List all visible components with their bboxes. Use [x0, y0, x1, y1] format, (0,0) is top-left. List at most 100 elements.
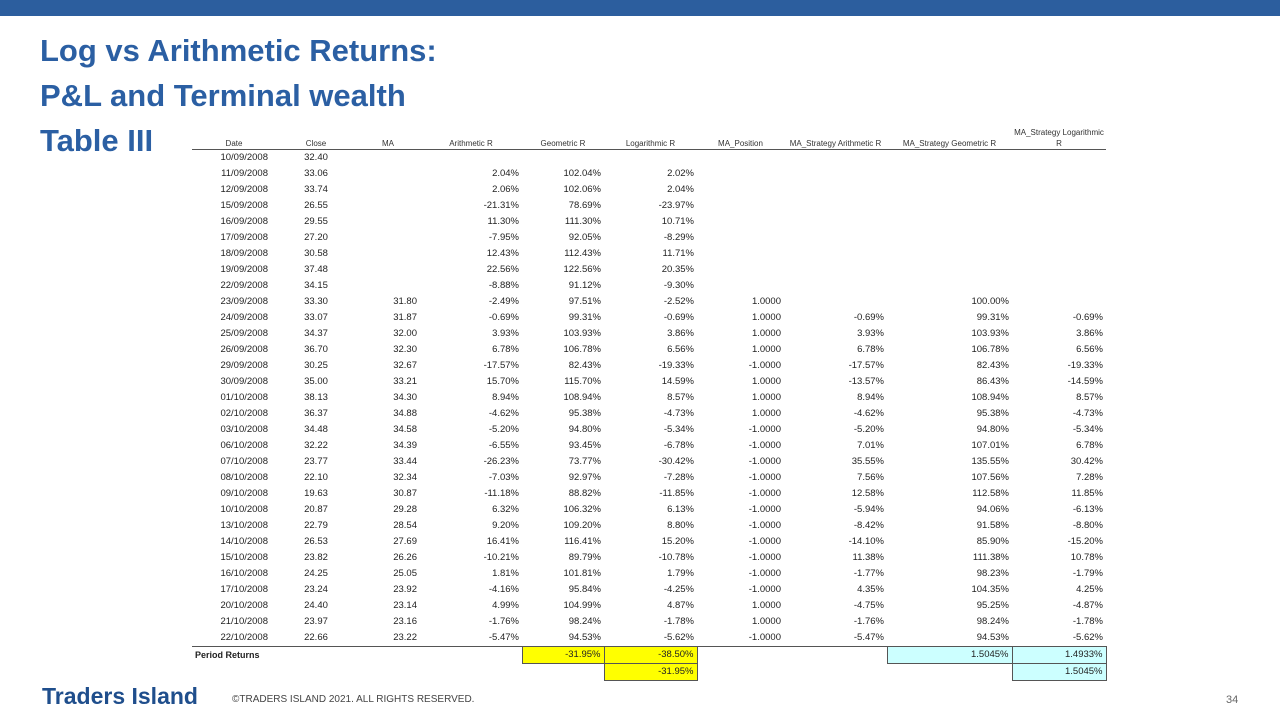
cell-close: 34.37 — [304, 328, 328, 339]
cell-close: 26.53 — [304, 536, 328, 547]
cell-close: 34.15 — [304, 280, 328, 291]
cell-close: 35.00 — [304, 376, 328, 387]
cell-arithmetic-r — [420, 150, 522, 167]
cell-arithmetic-r: -4.62% — [488, 408, 519, 419]
cell-geometric-r: 94.80% — [568, 424, 601, 435]
cell-date: 01/10/2008 — [220, 392, 268, 403]
cell-ma-position: 1.0000 — [751, 408, 781, 419]
cell-ma: 23.14 — [393, 600, 417, 611]
table-row: 17/09/2008 27.20 -7.95% 92.05% -8.29% — [192, 230, 1106, 246]
cell-close: 19.63 — [304, 488, 328, 499]
cell-ma-position — [697, 262, 784, 278]
cell-close: 26.55 — [304, 200, 328, 211]
table-row: 07/10/2008 23.77 33.44 -26.23% 73.77% -30.42%… — [192, 454, 1106, 470]
slide-title: Log vs Arithmetic Returns: P&L and Termi… — [40, 28, 560, 163]
cell-date: 09/10/2008 — [220, 488, 268, 499]
cell-strategy-geometric-r: 94.80% — [976, 424, 1009, 435]
cell-ma-position: -1.0000 — [748, 456, 781, 467]
cell-logarithmic-r: -23.97% — [658, 200, 694, 211]
table-row: 08/10/2008 22.10 32.34 -7.03% 92.97% -7.28% -1… — [192, 470, 1106, 486]
cell-strategy-logarithmic-r: -15.20% — [1067, 536, 1103, 547]
cell-strategy-arithmetic-r: -5.94% — [853, 504, 884, 515]
header-geometric-r: Geometric R — [522, 125, 604, 150]
cell-logarithmic-r: 15.20% — [661, 536, 694, 547]
cell-ma-position: 1.0000 — [751, 344, 781, 355]
cell-geometric-r: 106.78% — [563, 344, 601, 355]
header-arithmetic-r: Arithmetic R — [420, 125, 522, 150]
header-ma-strategy-geometric-r: MA_Strategy Geometric R — [887, 125, 1012, 150]
cell-strategy-geometric-r: 85.90% — [976, 536, 1009, 547]
cell-strategy-geometric-r — [887, 198, 1012, 214]
cell-strategy-arithmetic-r: -14.10% — [848, 536, 884, 547]
cell-strategy-geometric-r: 106.78% — [971, 344, 1009, 355]
cell-logarithmic-r: -5.62% — [663, 632, 694, 643]
cell-arithmetic-r: -26.23% — [483, 456, 519, 467]
cell-strategy-logarithmic-r — [1012, 150, 1106, 167]
cell-strategy-arithmetic-r: -5.47% — [853, 632, 884, 643]
cell-ma: 23.22 — [393, 632, 417, 643]
cell-strategy-logarithmic-r: -4.73% — [1072, 408, 1103, 419]
cell-ma: 31.87 — [393, 312, 417, 323]
cell-strategy-logarithmic-r — [1012, 166, 1106, 182]
cell-strategy-arithmetic-r: 12.58% — [851, 488, 884, 499]
cell-ma-position — [697, 230, 784, 246]
cell-close: 20.87 — [304, 504, 328, 515]
cell-strategy-arithmetic-r — [784, 246, 887, 262]
cell-strategy-logarithmic-r — [1012, 230, 1106, 246]
table-row: 21/10/2008 23.97 23.16 -1.76% 98.24% -1.78% 1.… — [192, 614, 1106, 630]
cell-geometric-r: 92.05% — [568, 232, 601, 243]
cell-ma-position: -1.0000 — [748, 552, 781, 563]
cell-arithmetic-r: -21.31% — [483, 200, 519, 211]
cell-strategy-arithmetic-r — [784, 182, 887, 198]
cell-ma-position: -1.0000 — [748, 488, 781, 499]
cell-arithmetic-r: -11.18% — [484, 488, 519, 499]
cell-strategy-arithmetic-r: 7.01% — [857, 440, 884, 451]
cell-ma-position — [697, 278, 784, 294]
cell-logarithmic-r: 3.86% — [667, 328, 694, 339]
cell-arithmetic-r: -6.55% — [488, 440, 519, 451]
cell-strategy-geometric-r: 94.06% — [976, 504, 1009, 515]
cell-arithmetic-r: 2.04% — [492, 168, 519, 179]
cell-geometric-r: 102.06% — [563, 184, 601, 195]
cell-strategy-logarithmic-r — [1012, 198, 1106, 214]
cell-geometric-r: 122.56% — [563, 264, 601, 275]
cell-strategy-arithmetic-r: -1.76% — [853, 616, 884, 627]
table-row: 19/09/2008 37.48 22.56% 122.56% 20.35% — [192, 262, 1106, 278]
cell-logarithmic-r: -2.52% — [663, 296, 694, 307]
cell-arithmetic-r: -1.76% — [488, 616, 519, 627]
cell-arithmetic-r: -4.16% — [488, 584, 519, 595]
cell-ma-position: -1.0000 — [748, 472, 781, 483]
cell-date: 22/10/2008 — [220, 632, 268, 643]
header-ma-strategy-logarithmic-r: MA_Strategy Logarithmic R — [1012, 125, 1106, 150]
cell-strategy-arithmetic-r: -8.42% — [853, 520, 884, 531]
cell-ma: 31.80 — [393, 296, 417, 307]
title-line-3: Table III — [40, 123, 154, 158]
cell-strategy-logarithmic-r: 8.57% — [1076, 392, 1103, 403]
cell-date: 26/09/2008 — [220, 344, 268, 355]
cell-close: 23.97 — [304, 616, 328, 627]
table-row: 16/10/2008 24.25 25.05 1.81% 101.81% 1.79% -1.… — [192, 566, 1106, 582]
period-empty-cell — [887, 664, 1012, 681]
period-empty-cell — [420, 646, 522, 664]
cell-geometric-r: 99.31% — [568, 312, 601, 323]
cell-date: 14/10/2008 — [220, 536, 268, 547]
cell-strategy-geometric-r: 100.00% — [971, 296, 1009, 307]
cell-date: 25/09/2008 — [220, 328, 268, 339]
cell-arithmetic-r: 1.81% — [492, 568, 519, 579]
period-empty-cell — [697, 646, 784, 664]
period-returns-row: Period Returns -31.95% -38.50% 1.5045% 1… — [192, 646, 1107, 664]
page-number: 34 — [1226, 694, 1239, 706]
table-row: 23/09/2008 33.30 31.80 -2.49% 97.51% -2.52% 1.… — [192, 294, 1106, 310]
cell-geometric-r: 78.69% — [568, 200, 601, 211]
table-row: 16/09/2008 29.55 11.30% 111.30% 10.71% — [192, 214, 1106, 230]
cell-geometric-r: 102.04% — [563, 168, 601, 179]
table-row: 09/10/2008 19.63 30.87 -11.18% 88.82% -11.85%… — [192, 486, 1106, 502]
cell-close: 37.48 — [304, 264, 328, 275]
cell-ma-position: -1.0000 — [748, 520, 781, 531]
cell-close: 33.07 — [304, 312, 328, 323]
cell-date: 20/10/2008 — [220, 600, 268, 611]
cell-date: 23/09/2008 — [220, 296, 268, 307]
cell-strategy-arithmetic-r: 7.56% — [857, 472, 884, 483]
cell-date: 10/09/2008 — [220, 152, 268, 163]
period-empty-cell — [276, 646, 356, 664]
